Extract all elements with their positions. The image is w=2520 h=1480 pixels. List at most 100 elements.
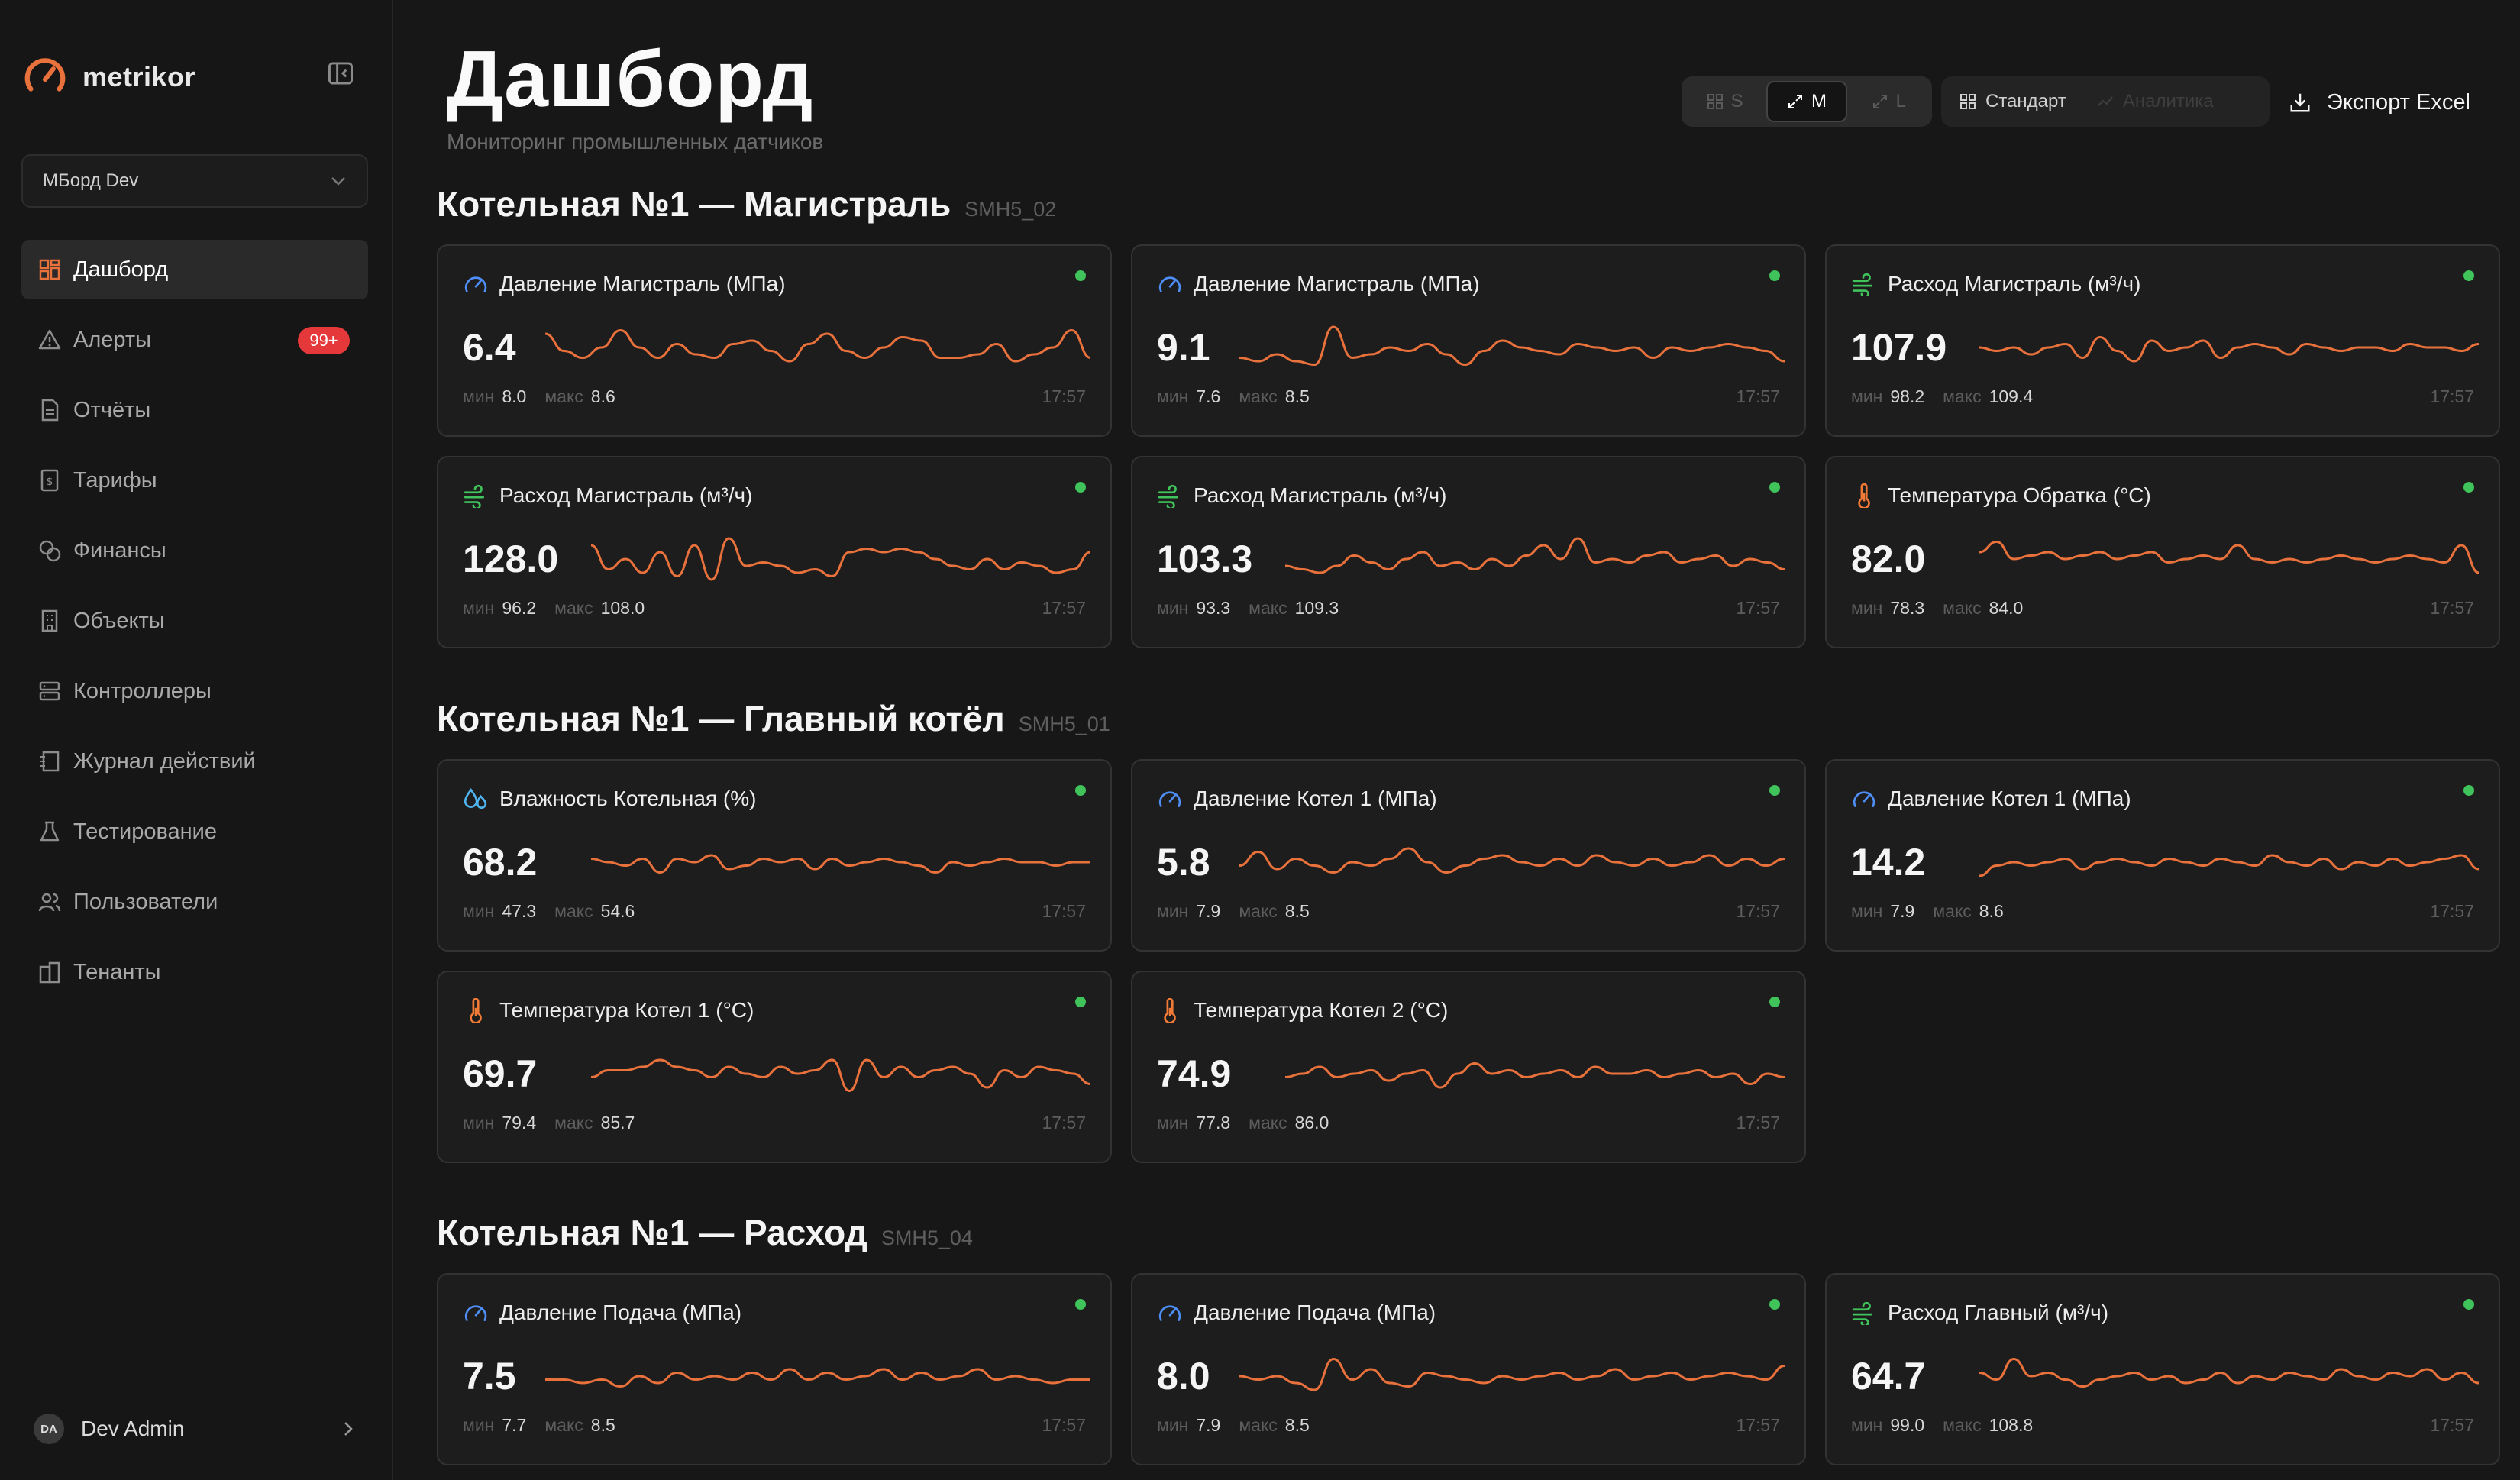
sparkline-chart xyxy=(590,537,1090,581)
min-value: 7.9 xyxy=(1890,901,1915,921)
sensor-title: Влажность Котельная (%) xyxy=(499,787,757,810)
section-code: SMH5_01 xyxy=(1018,713,1110,735)
sensor-card[interactable]: Давление Подача (МПа) 8.0 мин 7.9 макс 8.5 17:… xyxy=(1131,1273,1806,1465)
timestamp: 17:57 xyxy=(2430,386,2474,406)
section-title: Котельная №1 — Главный котёл xyxy=(437,699,1005,738)
export-excel-button[interactable]: Экспорт Excel xyxy=(2289,82,2470,122)
sparkline-chart xyxy=(590,1058,1090,1093)
max-label: макс xyxy=(554,901,593,921)
size-m-button[interactable]: M xyxy=(1766,81,1847,122)
sparkline-path xyxy=(1979,1357,2479,1388)
view-standard-label: Стандарт xyxy=(1985,91,2066,111)
card-header: Расход Магистраль (м³/ч) xyxy=(1851,272,2140,296)
wind-icon xyxy=(1158,484,1178,508)
card-header: Температура Обратка (°C) xyxy=(1851,483,2151,508)
sensor-title: Расход Магистраль (м³/ч) xyxy=(1194,483,1447,507)
sidebar-item-10[interactable]: Тенанты xyxy=(21,942,368,1002)
sidebar-collapse-icon[interactable] xyxy=(327,61,354,86)
sensor-value: 103.3 xyxy=(1157,538,1253,580)
card-header: Расход Главный (м³/ч) xyxy=(1851,1301,2108,1325)
min-value: 7.6 xyxy=(1196,386,1221,406)
gauge-icon xyxy=(1158,276,1181,292)
sparkline-chart xyxy=(590,854,1090,874)
size-s-button[interactable]: S xyxy=(1686,81,1763,122)
sparkline-chart xyxy=(545,328,1090,363)
sensor-card[interactable]: Влажность Котельная (%) 68.2 мин 47.3 макс 54… xyxy=(437,759,1112,952)
sidebar-item-8[interactable]: Тестирование xyxy=(21,802,368,861)
sensor-title: Давление Котел 1 (МПа) xyxy=(1194,787,1437,810)
sensor-card[interactable]: Расход Главный (м³/ч) 64.7 мин 99.0 макс 108.… xyxy=(1825,1273,2500,1465)
timestamp: 17:57 xyxy=(2430,598,2474,618)
max-label: макс xyxy=(554,598,593,618)
sidebar-item-4[interactable]: Финансы xyxy=(21,521,368,580)
sensor-card[interactable]: Давление Котел 1 (МПа) 5.8 мин 7.9 макс 8.5 17… xyxy=(1131,759,1806,952)
timestamp: 17:57 xyxy=(1736,598,1780,618)
min-max-row: мин 7.6 макс 8.5 xyxy=(1157,386,1320,407)
sidebar-item-7[interactable]: Журнал действий xyxy=(21,732,368,791)
sparkline-path xyxy=(545,1368,1090,1388)
max-label: макс xyxy=(544,386,583,406)
max-label: макс xyxy=(1239,386,1278,406)
min-label: мин xyxy=(463,386,495,406)
min-label: мин xyxy=(1157,386,1189,406)
building-icon xyxy=(41,609,58,632)
max-label: макс xyxy=(1943,386,1982,406)
sidebar-item-2[interactable]: Отчёты xyxy=(21,380,368,440)
gauge-icon xyxy=(1853,791,1875,807)
droplets-icon xyxy=(464,788,487,809)
min-label: мин xyxy=(1157,901,1189,921)
section-code: SMH5_04 xyxy=(880,1226,973,1249)
card-header: Давление Котел 1 (МПа) xyxy=(1851,787,2131,811)
sensor-title: Давление Магистраль (МПа) xyxy=(1194,272,1480,296)
view-standard-button[interactable]: Стандарт xyxy=(1946,81,2080,122)
user-menu[interactable]: DA Dev Admin xyxy=(34,1413,354,1445)
sparkline-chart xyxy=(1284,1062,1785,1089)
view-analytics-button[interactable]: Аналитика xyxy=(2083,81,2228,122)
chevron-down-icon xyxy=(331,177,345,186)
sensor-card[interactable]: Давление Магистраль (МПа) 6.4 мин 8.0 макс 8.… xyxy=(437,244,1112,437)
finance-icon xyxy=(39,540,61,562)
sensor-card[interactable]: Расход Магистраль (м³/ч) 103.3 мин 93.3 макс… xyxy=(1131,456,1806,648)
max-value: 109.4 xyxy=(1989,386,2034,406)
max-value: 85.7 xyxy=(600,1113,635,1133)
sensor-value: 128.0 xyxy=(463,538,559,580)
timestamp: 17:57 xyxy=(1042,386,1086,406)
sidebar-item-1[interactable]: Алерты 99+ xyxy=(21,310,368,370)
sparkline-chart xyxy=(1239,847,1785,874)
sidebar-item-0[interactable]: Дашборд xyxy=(21,240,368,299)
min-value: 7.9 xyxy=(1196,1415,1221,1435)
min-value: 8.0 xyxy=(502,386,527,406)
status-online-dot xyxy=(1769,785,1780,796)
sidebar-item-5[interactable]: Объекты xyxy=(21,591,368,651)
view-mode-toggle: Стандарт Аналитика xyxy=(1941,76,2270,127)
sensor-card[interactable]: Расход Магистраль (м³/ч) 107.9 мин 98.2 макс… xyxy=(1825,244,2500,437)
sensor-card[interactable]: Температура Котел 1 (°C) 69.7 мин 79.4 макс 8… xyxy=(437,971,1112,1163)
tenant-icon xyxy=(39,961,60,984)
max-label: макс xyxy=(554,1113,593,1133)
section-title: Котельная №1 — Расход xyxy=(437,1213,867,1252)
sensor-card[interactable]: Давление Котел 1 (МПа) 14.2 мин 7.9 макс 8.6 1… xyxy=(1825,759,2500,952)
sensor-card[interactable]: Температура Обратка (°C) 82.0 мин 78.3 макс 8… xyxy=(1825,456,2500,648)
min-label: мин xyxy=(1157,1113,1189,1133)
brand[interactable]: metrikor xyxy=(21,53,195,101)
export-label: Экспорт Excel xyxy=(2327,89,2470,115)
sidebar-item-3[interactable]: $ Тарифы xyxy=(21,451,368,510)
min-max-row: мин 79.4 макс 85.7 xyxy=(463,1113,645,1133)
sensor-card[interactable]: Температура Котел 2 (°C) 74.9 мин 77.8 макс 8… xyxy=(1131,971,1806,1163)
sensor-card[interactable]: Расход Магистраль (м³/ч) 128.0 мин 96.2 макс… xyxy=(437,456,1112,648)
workspace-select[interactable]: МБорд Dev xyxy=(21,154,368,208)
min-value: 99.0 xyxy=(1890,1415,1925,1435)
wind-icon xyxy=(1852,1301,1872,1325)
min-value: 78.3 xyxy=(1890,598,1925,618)
card-size-toggle: S M L xyxy=(1682,76,1932,127)
alert-count-badge: 99+ xyxy=(298,327,350,354)
card-header: Давление Подача (МПа) xyxy=(1157,1301,1436,1325)
sensor-card[interactable]: Давление Подача (МПа) 7.5 мин 7.7 макс 8.5 17:… xyxy=(437,1273,1112,1465)
sensor-card[interactable]: Давление Магистраль (МПа) 9.1 мин 7.6 макс 8.… xyxy=(1131,244,1806,437)
sensor-value: 68.2 xyxy=(463,841,538,884)
min-label: мин xyxy=(463,1415,495,1435)
sidebar-item-6[interactable]: Контроллеры xyxy=(21,661,368,721)
sidebar-item-9[interactable]: Пользователи xyxy=(21,872,368,932)
sensor-title: Расход Магистраль (м³/ч) xyxy=(499,483,753,507)
size-l-button[interactable]: L xyxy=(1850,81,1927,122)
